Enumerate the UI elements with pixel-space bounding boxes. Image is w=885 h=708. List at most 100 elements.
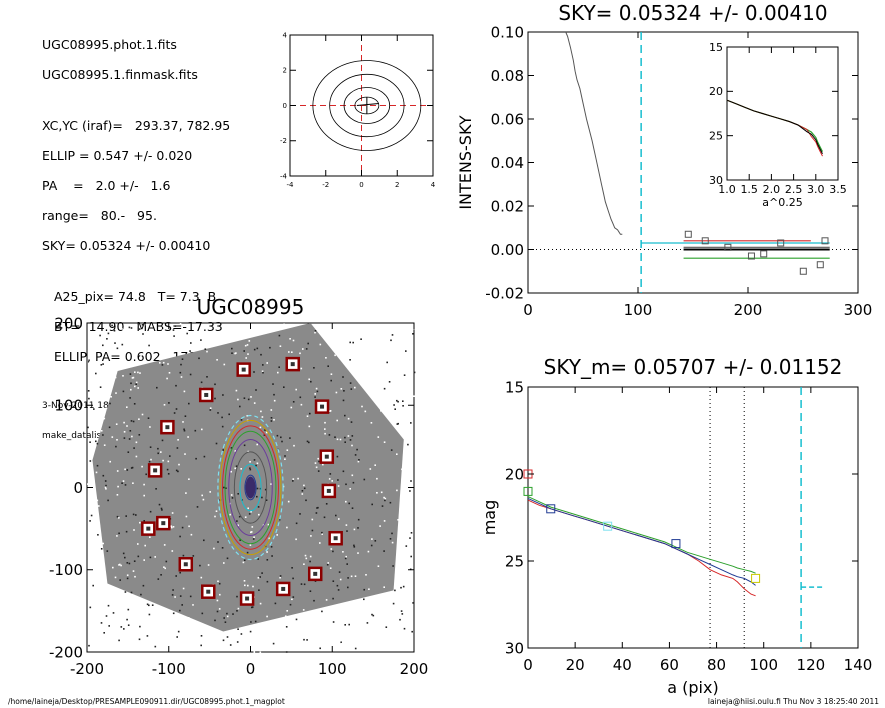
- noise-pixel: [410, 532, 413, 534]
- noise-pixel: [408, 410, 411, 412]
- noise-pixel: [124, 484, 127, 486]
- noise-pixel: [116, 470, 119, 472]
- noise-pixel: [259, 602, 262, 605]
- sky-box-center: [281, 586, 286, 591]
- info-line: range= 80.- 95.: [42, 208, 157, 223]
- noise-pixel: [243, 559, 246, 561]
- mag-square: [603, 521, 613, 531]
- noise-pixel: [354, 386, 356, 389]
- sky-box-center: [153, 468, 158, 473]
- noise-pixel: [132, 513, 135, 516]
- noise-pixel: [376, 477, 378, 480]
- sky-square: [724, 243, 732, 251]
- noise-pixel: [351, 435, 354, 437]
- y-tick-label: 0.00: [491, 241, 524, 259]
- noise-pixel: [303, 583, 306, 586]
- noise-pixel: [87, 390, 90, 392]
- noise-pixel: [214, 383, 216, 386]
- noise-pixel: [253, 536, 255, 538]
- noise-pixel: [229, 513, 231, 516]
- noise-pixel: [235, 389, 238, 392]
- noise-pixel: [92, 383, 95, 385]
- noise-pixel: [279, 575, 282, 577]
- noise-pixel: [386, 361, 388, 364]
- noise-pixel: [247, 450, 250, 453]
- inset-line-black: [726, 99, 823, 155]
- noise-pixel: [399, 618, 401, 621]
- noise-pixel: [340, 625, 343, 628]
- noise-pixel: [287, 500, 290, 503]
- noise-pixel: [147, 417, 150, 419]
- noise-pixel: [131, 435, 133, 438]
- noise-pixel: [189, 350, 191, 352]
- noise-pixel: [270, 420, 273, 422]
- noise-pixel: [259, 426, 262, 429]
- noise-pixel: [313, 599, 315, 602]
- noise-pixel: [270, 546, 273, 548]
- noise-pixel: [344, 414, 346, 417]
- y-tick-label: 25: [709, 130, 723, 143]
- noise-pixel: [400, 492, 403, 494]
- noise-pixel: [126, 562, 129, 564]
- noise-pixel: [215, 510, 218, 512]
- x-tick-label: 40: [613, 656, 632, 674]
- noise-pixel: [217, 541, 219, 543]
- sky-box-center: [333, 536, 338, 541]
- noise-pixel: [251, 606, 254, 608]
- noise-pixel: [93, 408, 95, 410]
- y-tick-label: 30: [505, 639, 524, 657]
- noise-pixel: [148, 460, 151, 463]
- noise-pixel: [344, 436, 346, 439]
- noise-pixel: [302, 609, 305, 611]
- noise-pixel: [314, 393, 316, 395]
- noise-pixel: [286, 610, 288, 612]
- noise-pixel: [128, 562, 131, 565]
- noise-pixel: [358, 600, 361, 602]
- noise-pixel: [324, 428, 326, 430]
- noise-pixel: [140, 354, 142, 357]
- noise-pixel: [114, 576, 117, 579]
- noise-pixel: [162, 361, 165, 364]
- noise-pixel: [253, 348, 256, 351]
- noise-pixel: [96, 523, 98, 525]
- noise-pixel: [236, 641, 239, 643]
- noise-pixel: [230, 494, 233, 496]
- noise-pixel: [300, 583, 303, 585]
- noise-pixel: [172, 354, 175, 357]
- noise-pixel: [121, 482, 123, 484]
- noise-pixel: [261, 416, 264, 418]
- noise-pixel: [310, 535, 312, 537]
- noise-pixel: [371, 613, 373, 616]
- noise-pixel: [100, 430, 103, 432]
- footer-path: /home/laineja/Desktop/PRESAMPLE090911.di…: [8, 697, 285, 706]
- noise-pixel: [412, 602, 414, 604]
- noise-pixel: [135, 455, 138, 458]
- noise-pixel: [410, 480, 412, 482]
- y-tick-label: 0.08: [491, 67, 524, 85]
- noise-pixel: [154, 556, 156, 558]
- noise-pixel: [340, 388, 343, 390]
- noise-pixel: [319, 542, 321, 544]
- isophote-ellipse: [217, 414, 284, 561]
- noise-pixel: [93, 378, 96, 380]
- noise-pixel: [167, 363, 169, 365]
- noise-pixel: [342, 376, 344, 378]
- noise-pixel: [128, 326, 131, 329]
- noise-pixel: [160, 507, 163, 510]
- x-tick-label: 0: [523, 301, 533, 319]
- noise-pixel: [132, 420, 135, 423]
- noise-pixel: [337, 485, 340, 487]
- noise-pixel: [335, 514, 337, 517]
- noise-pixel: [345, 483, 347, 486]
- noise-pixel: [106, 338, 108, 340]
- noise-pixel: [257, 506, 260, 508]
- x-tick-label: -4: [287, 181, 295, 189]
- noise-pixel: [120, 626, 123, 628]
- noise-pixel: [319, 647, 321, 650]
- noise-pixel: [304, 554, 307, 557]
- contour-line: [354, 96, 380, 115]
- noise-pixel: [149, 510, 152, 513]
- noise-pixel: [87, 426, 89, 429]
- noise-pixel: [349, 488, 351, 490]
- noise-pixel: [369, 468, 372, 470]
